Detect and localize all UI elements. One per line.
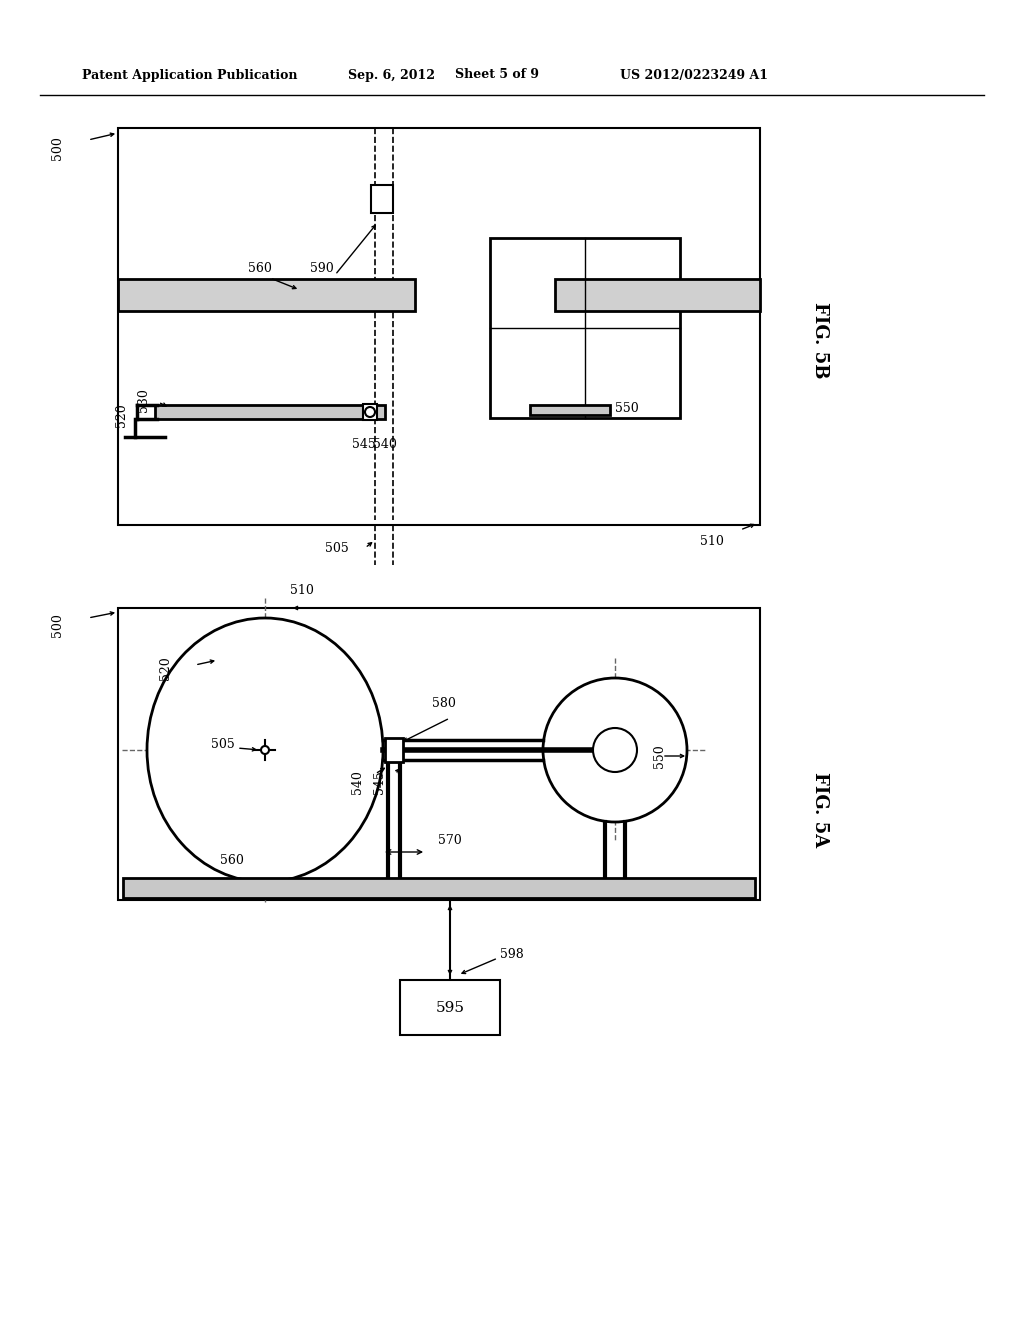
Text: Sep. 6, 2012: Sep. 6, 2012 bbox=[348, 69, 435, 82]
Bar bbox=[118, 609, 760, 900]
Text: 500: 500 bbox=[51, 136, 65, 160]
Text: 550: 550 bbox=[615, 401, 639, 414]
Bar bbox=[118, 128, 760, 525]
Text: 520: 520 bbox=[159, 656, 171, 680]
Bar bbox=[490, 238, 680, 418]
Bar bbox=[555, 279, 760, 312]
Text: Sheet 5 of 9: Sheet 5 of 9 bbox=[455, 69, 539, 82]
Text: 598: 598 bbox=[500, 949, 523, 961]
Text: 505: 505 bbox=[325, 543, 349, 554]
Bar bbox=[400, 979, 500, 1035]
Text: 545: 545 bbox=[374, 770, 386, 793]
Text: 540: 540 bbox=[373, 438, 397, 451]
Text: 580: 580 bbox=[432, 697, 456, 710]
Circle shape bbox=[365, 407, 375, 417]
Text: 520: 520 bbox=[116, 403, 128, 426]
Text: 560: 560 bbox=[220, 854, 244, 866]
Bar bbox=[118, 279, 415, 312]
Text: 560: 560 bbox=[248, 261, 272, 275]
Text: 550: 550 bbox=[653, 744, 666, 768]
Text: US 2012/0223249 A1: US 2012/0223249 A1 bbox=[620, 69, 768, 82]
Text: 500: 500 bbox=[51, 612, 65, 638]
Text: 530: 530 bbox=[136, 388, 150, 412]
Circle shape bbox=[543, 678, 687, 822]
Text: 590: 590 bbox=[310, 261, 334, 275]
Ellipse shape bbox=[147, 618, 383, 882]
Circle shape bbox=[593, 729, 637, 772]
Text: FIG. 5B: FIG. 5B bbox=[811, 302, 829, 379]
Bar bbox=[123, 878, 755, 898]
Bar bbox=[155, 405, 385, 418]
Text: 540: 540 bbox=[350, 770, 364, 793]
Text: 545: 545 bbox=[352, 438, 376, 451]
Text: 595: 595 bbox=[435, 1001, 465, 1015]
Text: 505: 505 bbox=[211, 738, 234, 751]
Bar bbox=[385, 738, 403, 762]
Text: 510: 510 bbox=[700, 535, 724, 548]
Bar bbox=[362, 404, 377, 420]
Bar bbox=[371, 185, 393, 213]
Text: 510: 510 bbox=[290, 583, 314, 597]
Text: 570: 570 bbox=[438, 833, 462, 846]
Text: FIG. 5A: FIG. 5A bbox=[811, 772, 829, 847]
Bar bbox=[530, 405, 610, 414]
Circle shape bbox=[261, 746, 269, 754]
Text: Patent Application Publication: Patent Application Publication bbox=[82, 69, 298, 82]
